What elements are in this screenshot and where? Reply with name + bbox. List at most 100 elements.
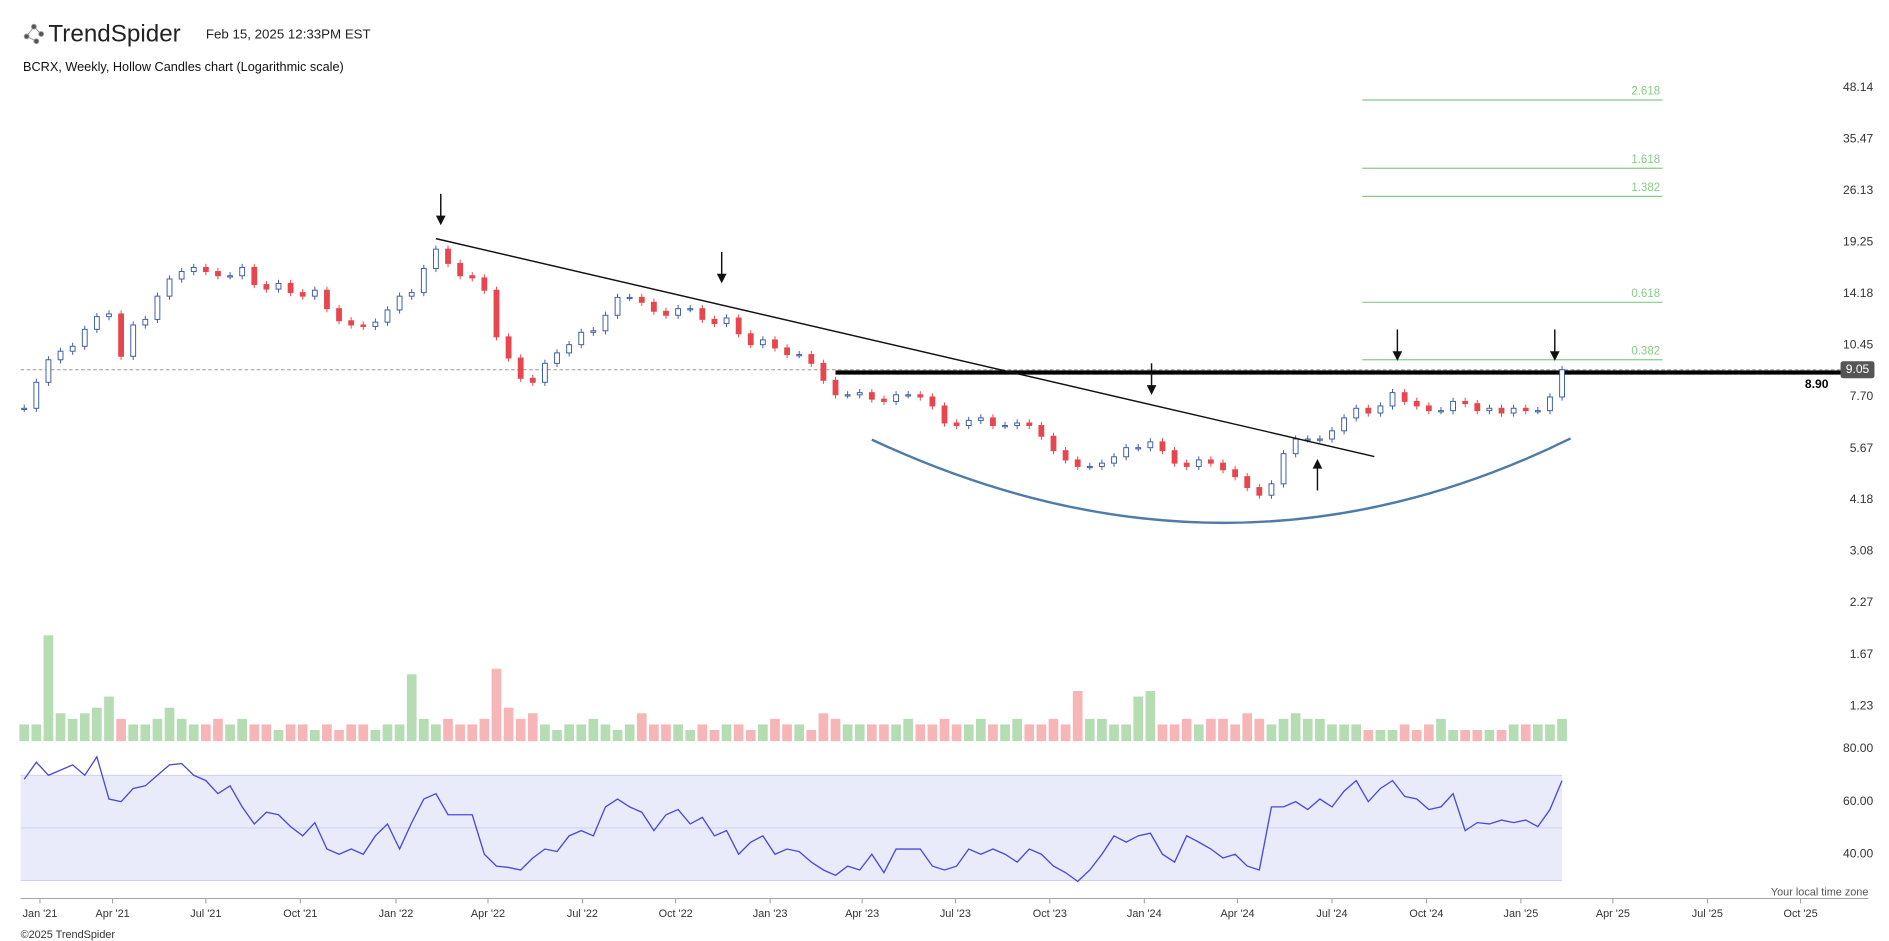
candle-body (953, 422, 960, 427)
volume-bar (43, 635, 54, 742)
volume-bar (1036, 724, 1047, 742)
x-tick-label: Jul '23 (940, 908, 971, 920)
volume-bar (104, 696, 114, 742)
candle-body (190, 266, 197, 273)
volume-bar (891, 724, 901, 742)
rsi-tick-label: 60.00 (1843, 794, 1874, 808)
fib-label: 2.618 (1631, 86, 1660, 98)
candle-body (1292, 438, 1299, 455)
x-tick-label: Jan '23 (753, 908, 788, 920)
volume-bar (431, 724, 441, 742)
volume-bar (1508, 724, 1519, 742)
y-tick-label: 1.67 (1850, 647, 1874, 661)
volume-bar (358, 724, 369, 742)
candle-body (638, 296, 645, 303)
x-tick-label: Jan '24 (1127, 908, 1162, 920)
x-tick-label: Jan '21 (23, 908, 58, 920)
volume-bar (249, 724, 260, 742)
volume-bar (1532, 724, 1543, 742)
volume-bar (67, 718, 78, 742)
candle-body (360, 324, 367, 327)
volume-bar (1206, 718, 1216, 742)
candle-body (1304, 438, 1311, 441)
volume-bar (745, 729, 756, 742)
volume-bar (951, 724, 962, 742)
candle-body (1425, 405, 1432, 412)
volume-bar (794, 724, 805, 742)
volume-bar (1024, 724, 1035, 742)
y-tick-label: 2.27 (1850, 595, 1874, 609)
x-tick-label: Oct '23 (1033, 908, 1067, 920)
candle-body (893, 394, 899, 402)
candle-body (106, 313, 112, 318)
candle-body (881, 398, 887, 402)
volume-bar (1266, 724, 1277, 742)
arrow (1312, 458, 1323, 491)
fib-label: 0.618 (1631, 288, 1660, 300)
volume-bar (164, 707, 175, 742)
candle-body (251, 266, 258, 286)
x-tick-label: Apr '21 (96, 908, 130, 920)
candle-body (808, 354, 815, 364)
volume-bar (782, 724, 792, 742)
candle-body (844, 394, 851, 397)
candle-body (1450, 400, 1456, 412)
y-tick-label: 4.18 (1850, 492, 1874, 506)
volume-bar (527, 713, 538, 742)
volume-bar (927, 724, 938, 742)
x-tick-label: Oct '25 (1784, 908, 1818, 920)
candle-body (929, 396, 936, 407)
volume-bar (576, 724, 587, 742)
candle-body (1522, 407, 1529, 412)
x-tick-label: Apr '22 (471, 908, 505, 920)
candle-body (1050, 435, 1057, 452)
timezone-note: Your local time zone (1771, 886, 1869, 898)
chart-title: BCRX, Weekly, Hollow Candles chart (Loga… (23, 59, 344, 74)
candle-body (1401, 392, 1408, 402)
candle-body (759, 339, 766, 346)
candle-body (505, 336, 512, 359)
volume-bar (491, 668, 502, 742)
x-tick-label: Oct '22 (659, 908, 693, 920)
candle-body (820, 362, 827, 381)
volume-bar (1557, 718, 1567, 742)
x-tick-label: Apr '23 (845, 908, 879, 920)
volume-bar (1230, 724, 1240, 742)
y-tick-label: 26.13 (1843, 183, 1874, 197)
candle-body (336, 308, 342, 322)
volume-bar (394, 724, 405, 742)
candle-body (227, 275, 233, 278)
candle-body (275, 282, 282, 290)
volume-bar (1363, 729, 1374, 742)
candle-body (1462, 400, 1469, 405)
candle-body (1195, 459, 1202, 467)
candle-body (81, 328, 88, 347)
candle-body (299, 292, 306, 297)
volume-bar (309, 729, 320, 742)
volume-bar (552, 729, 562, 742)
x-tick-label: Jul '24 (1316, 908, 1347, 920)
volume-bar (237, 718, 248, 742)
volume-bar (418, 718, 429, 742)
last-price-badge (1840, 361, 1875, 379)
candle-body (650, 301, 657, 312)
candle-body (905, 394, 912, 397)
candle-body (445, 248, 451, 264)
candle-body (1559, 369, 1565, 398)
volume-bar (79, 713, 90, 742)
logo-icon (23, 23, 45, 45)
volume-bar (213, 718, 223, 742)
candle-body (215, 271, 221, 277)
candle-body (1074, 459, 1081, 467)
volume-bar (770, 718, 780, 742)
candle-body (433, 248, 439, 269)
candle-body (1135, 447, 1142, 450)
volume-bar (988, 724, 998, 742)
cup-arc (871, 437, 1572, 525)
candle-body (663, 310, 669, 316)
volume-bar (963, 724, 974, 742)
arrow (1392, 329, 1403, 361)
volume-bar (152, 718, 163, 742)
annotations (435, 193, 1572, 525)
